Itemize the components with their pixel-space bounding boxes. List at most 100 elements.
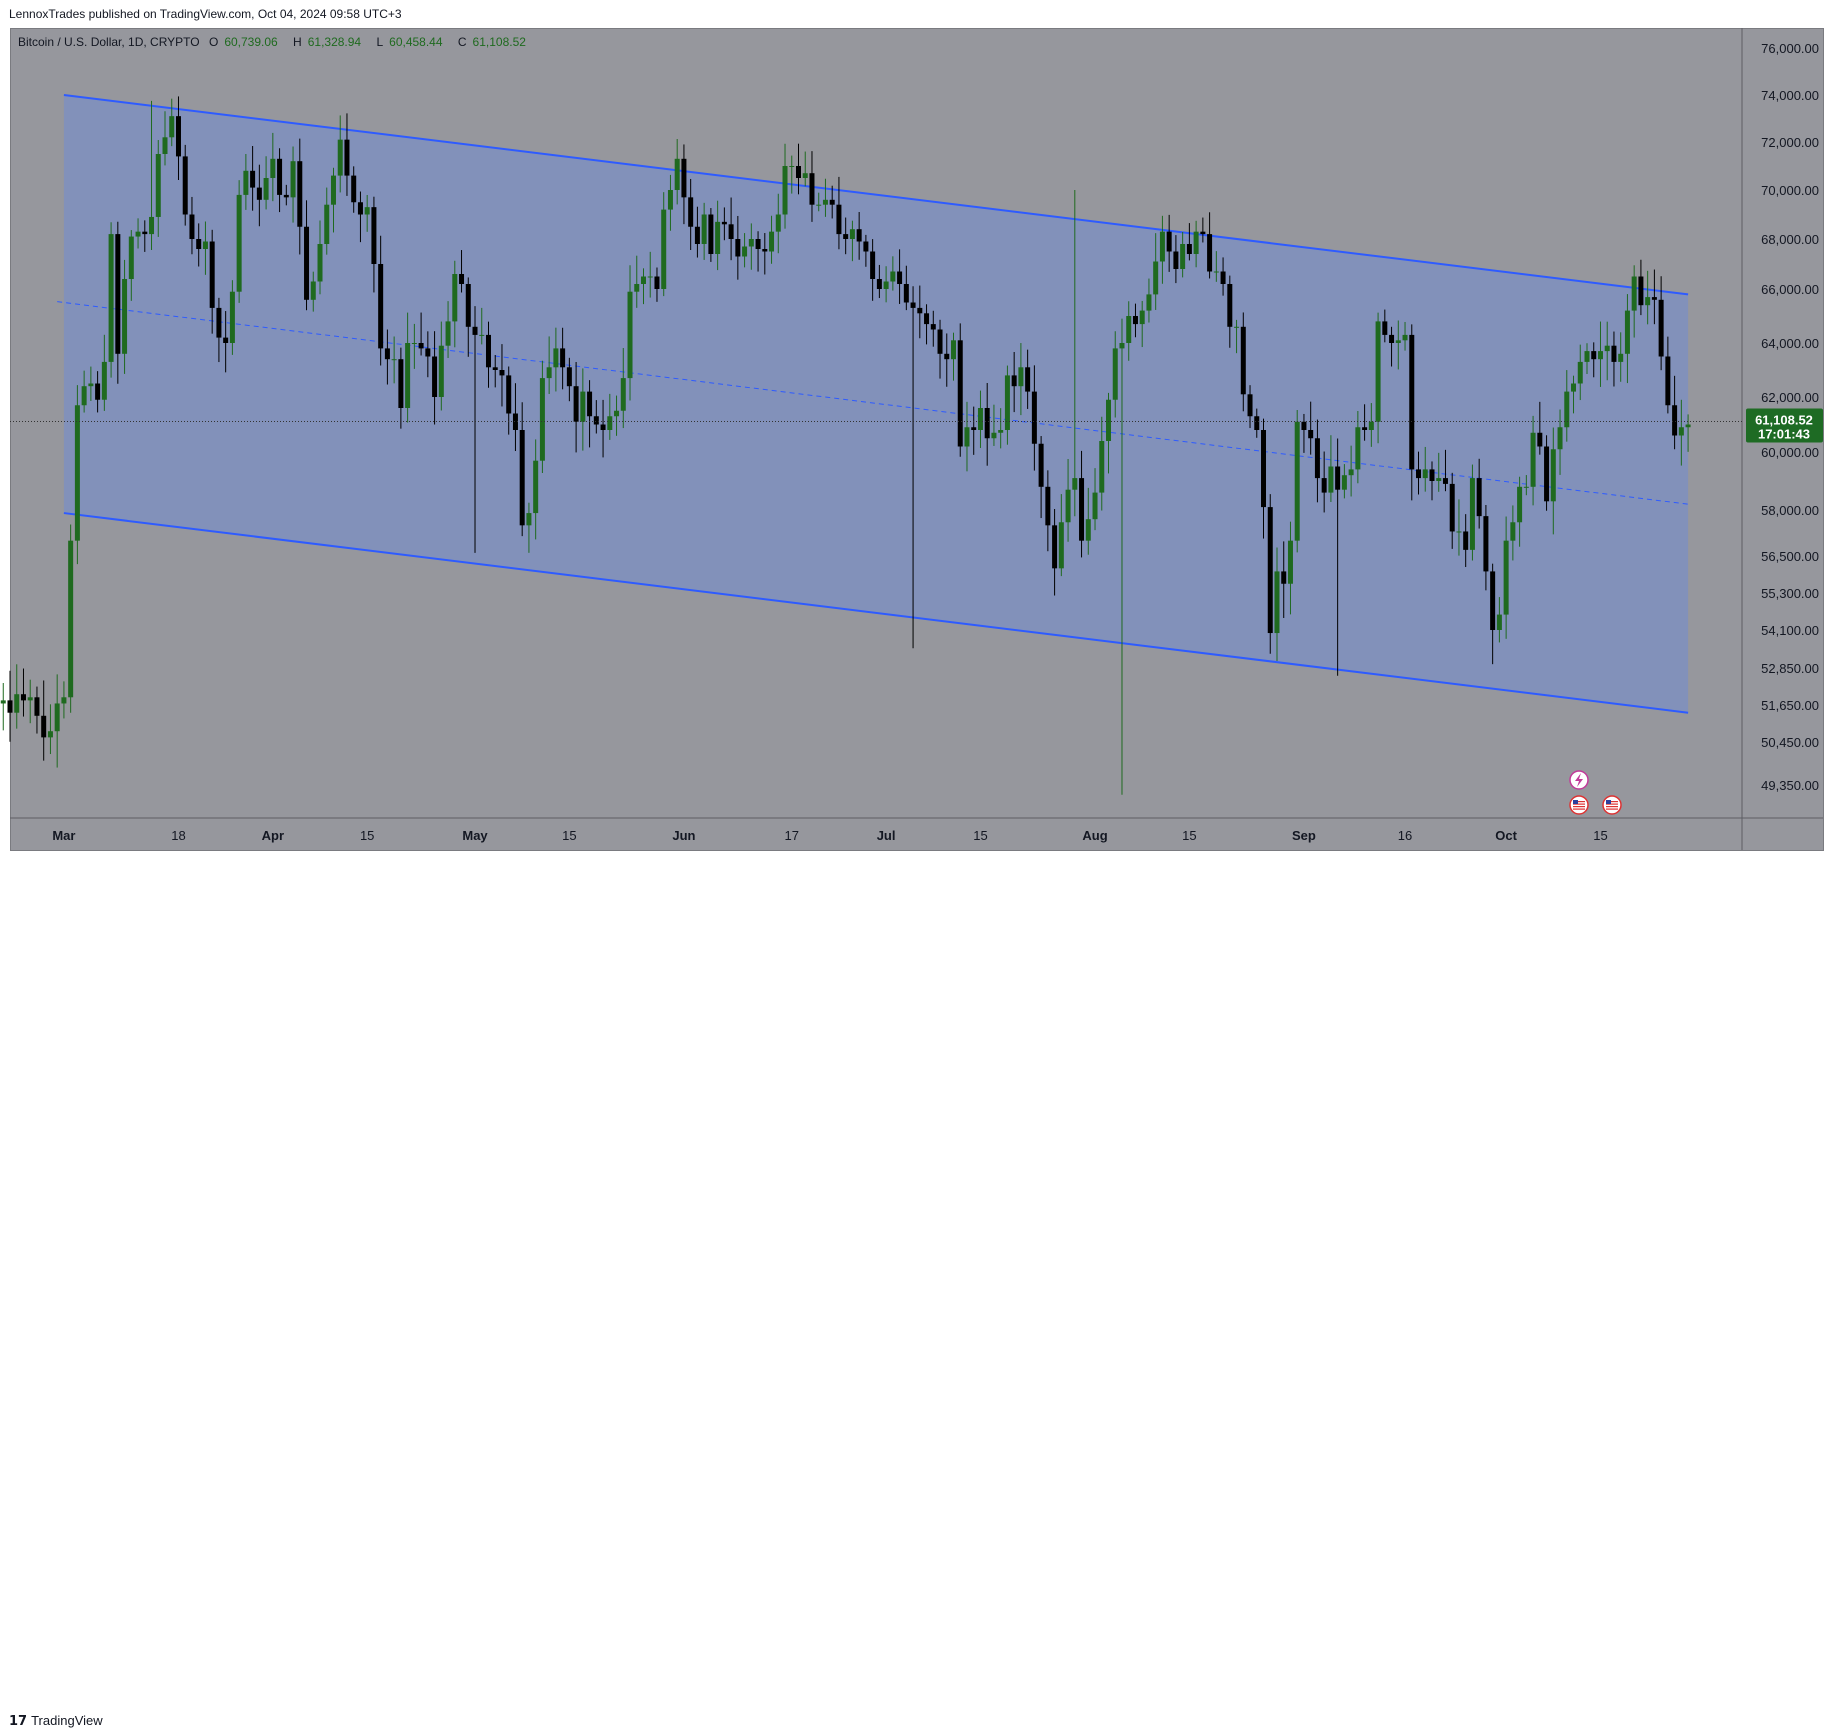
x-tick-label: 15 — [1593, 828, 1607, 843]
candle-body — [587, 391, 593, 417]
y-tick-label: 55,300.00 — [1761, 586, 1819, 601]
candle-body — [1382, 321, 1388, 335]
candle-body — [715, 221, 721, 254]
price-tag — [1746, 408, 1823, 443]
candle-body — [829, 199, 835, 205]
candle-body — [1638, 276, 1644, 306]
candle-body — [1254, 416, 1260, 430]
lightning-event-icon[interactable] — [1569, 770, 1589, 790]
candle-body — [903, 284, 909, 303]
candle-body — [297, 161, 303, 227]
candle-body — [1550, 449, 1556, 502]
candle-body — [27, 697, 33, 701]
x-tick-label: 15 — [360, 828, 374, 843]
us-flag-event-icon[interactable] — [1602, 795, 1622, 815]
candle-body — [1523, 486, 1529, 488]
candle-body — [337, 139, 343, 176]
candle-body — [169, 116, 175, 138]
us-flag-event-icon[interactable] — [1569, 795, 1589, 815]
candle-body — [479, 334, 485, 336]
candle-body — [263, 178, 269, 200]
candle-body — [930, 324, 936, 330]
candle-body — [789, 166, 795, 167]
candle-body — [378, 264, 384, 349]
candle-body — [324, 204, 330, 244]
candle-body — [485, 334, 491, 368]
candle-body — [1449, 483, 1455, 532]
candle-body — [405, 343, 411, 408]
candle-body — [546, 367, 552, 379]
candle-body — [1463, 531, 1469, 550]
candle-body — [640, 276, 646, 284]
candle-body — [1159, 231, 1165, 262]
candle-body — [310, 281, 316, 300]
candle-body — [384, 348, 390, 360]
candle-body — [7, 700, 13, 713]
y-tick-label: 72,000.00 — [1761, 135, 1819, 150]
candle-body — [135, 231, 141, 237]
x-tick-label: Apr — [262, 828, 284, 843]
candle-body — [843, 234, 849, 239]
candle-body — [951, 340, 957, 360]
candle-body — [371, 207, 377, 264]
x-tick-label: Mar — [52, 828, 75, 843]
candle-body — [742, 246, 748, 257]
open-value: 60,739.06 — [224, 35, 278, 49]
candle-body — [101, 361, 107, 400]
candle-body — [539, 378, 545, 461]
candle-body — [459, 274, 465, 284]
candle-body — [432, 356, 438, 397]
y-tick-label: 68,000.00 — [1761, 232, 1819, 247]
candle-body — [526, 513, 532, 526]
y-tick-label: 62,000.00 — [1761, 390, 1819, 405]
candle-body — [512, 413, 518, 430]
symbol-name: Bitcoin / U.S. Dollar, 1D, CRYPTO — [18, 35, 200, 49]
candle-body — [330, 175, 336, 205]
open-label: O — [208, 35, 219, 49]
candle-body — [1281, 571, 1287, 584]
candle-body — [856, 229, 862, 242]
candle-body — [580, 391, 586, 422]
candle-body — [1597, 351, 1603, 360]
candle-body — [175, 116, 181, 157]
candle-body — [68, 540, 74, 698]
candle-body — [721, 221, 727, 225]
candle-body — [108, 234, 114, 362]
candle-body — [870, 251, 876, 279]
candle-body — [1072, 478, 1078, 490]
candle-body — [223, 337, 229, 343]
y-tick-label: 52,850.00 — [1761, 661, 1819, 676]
y-tick-label: 64,000.00 — [1761, 336, 1819, 351]
candle-body — [1139, 310, 1145, 325]
candle-body — [54, 703, 60, 732]
candle-body — [1207, 234, 1213, 272]
candle-body — [1132, 316, 1138, 325]
x-tick-label: 15 — [973, 828, 987, 843]
candle-body — [425, 348, 431, 357]
candle-body — [1651, 297, 1657, 300]
candle-body — [1186, 244, 1192, 254]
candle-body — [1166, 231, 1172, 252]
candle-body — [196, 239, 202, 249]
tradingview-brand[interactable]: 17 TradingView — [9, 1713, 103, 1729]
y-tick-label: 51,650.00 — [1761, 698, 1819, 713]
x-tick-label: 17 — [785, 828, 799, 843]
candle-body — [499, 370, 505, 376]
candle-body — [775, 214, 781, 232]
y-tick-label: 66,000.00 — [1761, 282, 1819, 297]
candle-body — [991, 432, 997, 439]
candle-body — [519, 430, 525, 526]
candle-body — [277, 158, 283, 195]
candle-body — [1247, 394, 1253, 417]
candle-body — [566, 367, 572, 387]
candle-body — [1099, 441, 1105, 493]
candle-body — [795, 166, 801, 178]
candle-body — [304, 226, 310, 300]
candle-body — [0, 700, 6, 704]
candle-body — [1294, 421, 1300, 541]
high-label: H — [293, 35, 302, 49]
price-chart[interactable]: 76,000.00 74,000.00 72,000.00 70,000.00 68,0… — [0, 0, 1835, 886]
candle-body — [910, 302, 916, 308]
candle-body — [1004, 375, 1010, 430]
candle-body — [1153, 261, 1159, 295]
